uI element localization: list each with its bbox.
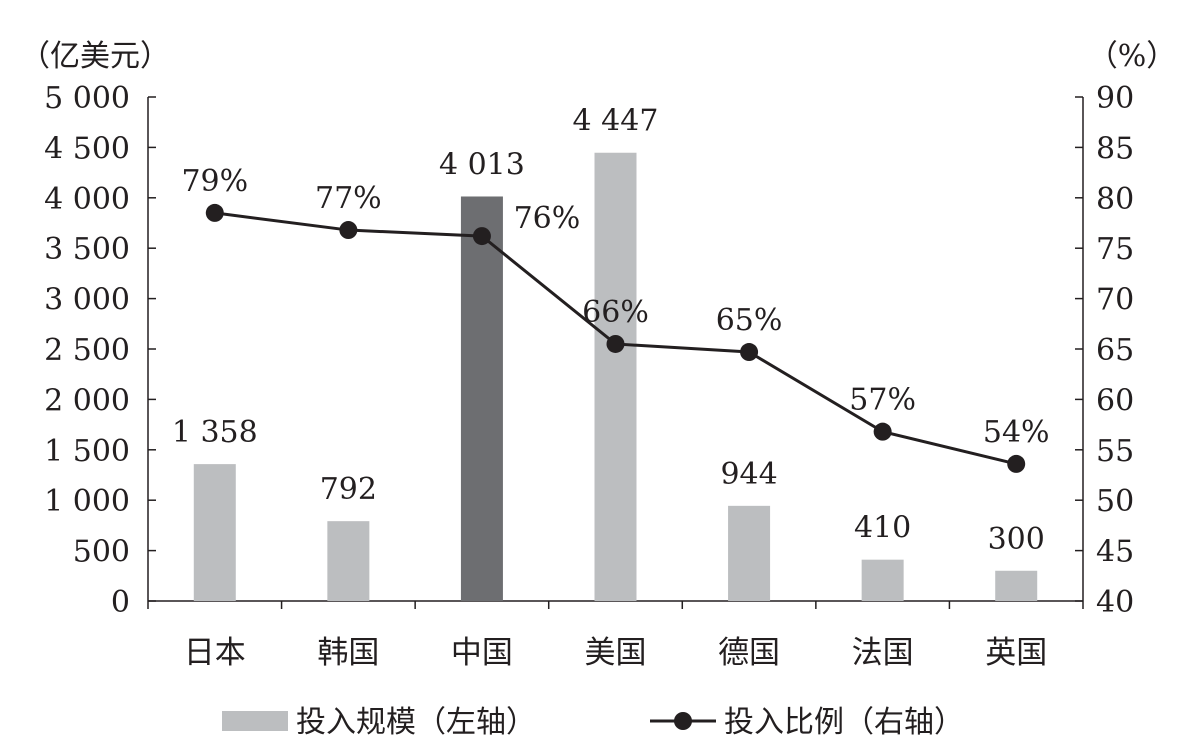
left-y-tick-label: 4 500 bbox=[44, 131, 130, 166]
left-y-tick-label: 500 bbox=[73, 535, 130, 570]
bar-value-label: 4 013 bbox=[439, 147, 525, 182]
right-y-tick-label: 80 bbox=[1096, 182, 1134, 217]
right-y-tick-label: 60 bbox=[1096, 383, 1134, 418]
line-marker bbox=[205, 203, 224, 222]
right-y-tick-label: 90 bbox=[1096, 81, 1134, 116]
right-y-tick-label: 40 bbox=[1096, 585, 1134, 620]
line-value-label: 54% bbox=[983, 415, 1050, 450]
bar bbox=[594, 152, 637, 601]
left-y-tick-label: 4 000 bbox=[44, 182, 130, 217]
bar-value-label: 792 bbox=[320, 472, 377, 507]
x-tick-label: 法国 bbox=[852, 635, 914, 671]
right-y-tick-label: 50 bbox=[1096, 484, 1134, 519]
right-y-tick-label: 75 bbox=[1096, 232, 1134, 267]
x-tick-label: 韩国 bbox=[317, 635, 379, 671]
bar-value-label: 300 bbox=[988, 522, 1045, 557]
right-y-tick-label: 55 bbox=[1096, 434, 1134, 469]
left-y-tick-label: 2 500 bbox=[44, 333, 130, 368]
left-axis-unit-label: （亿美元） bbox=[20, 39, 170, 74]
left-y-tick-label: 2 000 bbox=[44, 383, 130, 418]
x-tick-label: 美国 bbox=[585, 635, 647, 671]
left-y-tick-label: 3 000 bbox=[44, 283, 130, 318]
line-marker bbox=[339, 221, 358, 240]
right-y-tick-label: 85 bbox=[1096, 131, 1134, 166]
bars-group bbox=[193, 152, 1038, 601]
left-y-tick-label: 5 000 bbox=[44, 81, 130, 116]
data-labels-group: 1 358 792 4 013 4 447 944 410 300 79% 77% 76% 66% 6… bbox=[172, 104, 1050, 557]
bar bbox=[995, 570, 1038, 601]
legend-line-marker bbox=[674, 712, 692, 730]
legend-bar-label: 投入规模（左轴） bbox=[296, 705, 536, 740]
x-tick-label: 德国 bbox=[718, 635, 780, 671]
right-y-tick-label: 45 bbox=[1096, 535, 1134, 570]
legend-line-label: 投入比例（右轴） bbox=[724, 705, 964, 740]
left-y-tick-label: 1 000 bbox=[44, 484, 130, 519]
bar bbox=[327, 521, 370, 601]
bar bbox=[460, 196, 503, 601]
right-y-tick-label: 70 bbox=[1096, 283, 1134, 318]
line-marker bbox=[873, 422, 892, 441]
bar bbox=[728, 505, 771, 601]
left-y-tick-label: 1 500 bbox=[44, 434, 130, 469]
x-tick-label: 英国 bbox=[985, 635, 1047, 671]
line-marker bbox=[472, 227, 491, 246]
legend-bar-swatch bbox=[222, 711, 288, 731]
line-value-label: 79% bbox=[181, 164, 248, 199]
right-axis-unit-label: （%） bbox=[1088, 39, 1177, 74]
x-tick-label: 日本 bbox=[184, 635, 246, 671]
legend: 投入规模（左轴） 投入比例（右轴） bbox=[222, 705, 964, 740]
line-marker bbox=[740, 343, 759, 362]
x-tick-label: 中国 bbox=[451, 635, 513, 671]
axes-group: 0 500 1 000 1 500 2 000 2 500 3 000 3 500 4 000 4… bbox=[44, 81, 1134, 671]
line-value-label: 65% bbox=[716, 303, 783, 338]
bar bbox=[861, 559, 904, 601]
bar-value-label: 1 358 bbox=[172, 415, 258, 450]
bar-value-label: 944 bbox=[720, 457, 777, 492]
line-marker bbox=[1007, 454, 1026, 473]
line-value-label: 77% bbox=[315, 181, 382, 216]
line-value-label: 66% bbox=[582, 295, 649, 330]
left-y-tick-label: 3 500 bbox=[44, 232, 130, 267]
bar bbox=[193, 464, 236, 601]
left-y-tick-label: 0 bbox=[111, 585, 130, 620]
line-group bbox=[205, 203, 1026, 473]
bar-value-label: 410 bbox=[854, 511, 911, 546]
line-value-label: 76% bbox=[514, 201, 581, 236]
line-value-label: 57% bbox=[849, 383, 916, 418]
right-y-tick-label: 65 bbox=[1096, 333, 1134, 368]
bar-value-label: 4 447 bbox=[573, 104, 659, 139]
line-marker bbox=[606, 334, 625, 353]
